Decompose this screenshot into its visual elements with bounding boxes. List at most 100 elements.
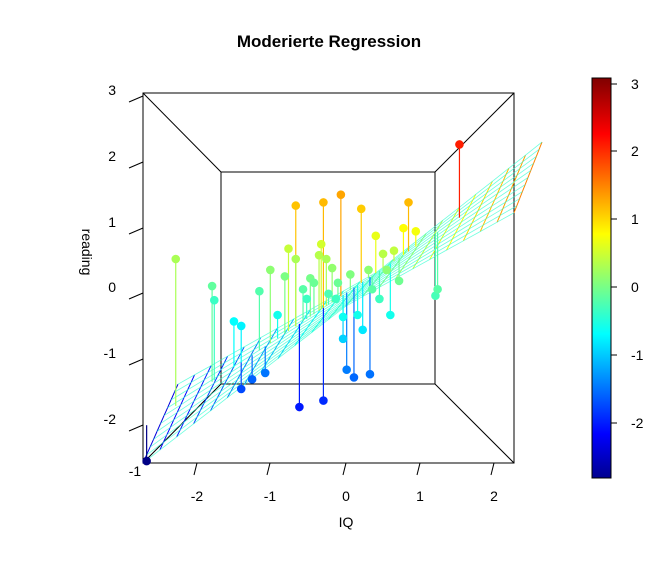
y-tick-mark <box>128 95 144 103</box>
surface-line <box>177 141 543 385</box>
data-point <box>236 384 246 394</box>
x-tick-label: -1 <box>129 463 142 479</box>
regression-surface <box>142 141 543 464</box>
data-point <box>349 373 359 382</box>
colorbar-tick-label: 0 <box>631 279 639 295</box>
surface-line <box>163 170 532 417</box>
x-tick-label: -2 <box>191 488 204 504</box>
y-tick-mark <box>128 292 144 300</box>
data-point <box>298 284 308 294</box>
data-point <box>367 284 377 294</box>
data-point <box>382 265 391 275</box>
y-tick-label: 1 <box>108 214 116 230</box>
x-tick-mark <box>416 462 421 476</box>
data-point <box>247 375 257 384</box>
surface-line <box>153 191 523 440</box>
data-point <box>229 317 239 326</box>
outer-box <box>142 92 515 464</box>
y-axis-label: reading <box>79 229 95 276</box>
data-point <box>309 278 319 288</box>
x-tick-mark <box>490 462 495 476</box>
colorbar-tick-label: -2 <box>631 415 644 431</box>
surface-line <box>167 162 534 409</box>
data-point <box>342 365 351 374</box>
y-tick-label: -2 <box>104 411 117 427</box>
data-point <box>314 250 324 260</box>
data-point <box>236 321 246 331</box>
colorbar-tick-label: 1 <box>631 211 639 227</box>
y-tick-label: 0 <box>108 279 116 295</box>
colorbar-gradient <box>591 77 612 479</box>
surface-line <box>142 212 515 464</box>
data-point <box>295 402 304 412</box>
y-tick-mark <box>128 161 144 169</box>
data-point <box>260 368 270 378</box>
data-point <box>365 369 375 379</box>
data-point <box>273 310 282 320</box>
data-point <box>280 272 290 281</box>
data-point <box>364 265 373 275</box>
chart-title: Moderierte Regression <box>237 32 421 51</box>
surface-line <box>149 198 520 448</box>
box-edge <box>434 92 515 173</box>
colorbar-tick-label: 3 <box>631 76 639 92</box>
box-edge <box>434 383 515 464</box>
data-point <box>389 246 399 255</box>
data-point <box>319 198 328 207</box>
surface-line <box>174 148 540 393</box>
y-tick-label: -1 <box>104 345 117 361</box>
x-tick-label: 1 <box>416 488 424 504</box>
x-axis-label: IQ <box>339 514 354 530</box>
data-point <box>322 254 331 264</box>
surface-line <box>160 177 529 424</box>
data-point <box>291 201 301 210</box>
y-tick-label: 2 <box>108 148 116 164</box>
surface-line <box>156 184 526 432</box>
data-point <box>319 396 328 405</box>
data-point <box>331 294 341 304</box>
x-tick-label: -1 <box>264 488 277 504</box>
colorbar: 3 2 1 0 -1 -2 <box>591 76 644 479</box>
y-tick-mark <box>128 358 144 366</box>
x-tick-mark <box>193 462 198 476</box>
data-point <box>371 231 381 241</box>
data-point <box>338 312 348 322</box>
colorbar-tick-label: -1 <box>631 347 644 363</box>
data-point <box>378 249 388 259</box>
data-point <box>324 289 333 299</box>
data-point <box>455 140 464 149</box>
data-point <box>255 286 264 296</box>
data-point <box>316 239 326 249</box>
data-point <box>358 325 367 335</box>
colorbar-tick-label: 2 <box>631 143 639 159</box>
data-point <box>404 198 413 207</box>
data-point <box>336 190 346 199</box>
box-edge <box>142 92 222 173</box>
data-point <box>284 244 293 254</box>
y-tick-label: 3 <box>108 82 116 98</box>
data-point <box>375 294 384 304</box>
data-point <box>302 294 311 304</box>
data-point <box>291 254 301 264</box>
y-tick-mark <box>128 227 144 235</box>
x-tick-label: 2 <box>490 488 498 504</box>
data-point <box>338 334 348 344</box>
data-point <box>209 295 219 305</box>
residual-stems <box>146 144 461 462</box>
data-point <box>353 310 362 320</box>
surface-line <box>146 205 517 456</box>
y-tick-mark <box>128 424 144 432</box>
data-point <box>399 223 408 233</box>
data-point <box>433 284 442 294</box>
data-point <box>356 204 366 214</box>
x-tick-mark <box>342 462 347 476</box>
data-point <box>411 227 421 236</box>
data-point <box>142 456 151 466</box>
x-axis: -1 -2 -1 0 1 2 IQ <box>129 462 498 530</box>
data-point <box>266 265 275 275</box>
x-tick-label: 0 <box>342 488 350 504</box>
data-point <box>346 270 355 279</box>
data-point <box>333 278 343 288</box>
data-points <box>142 140 464 466</box>
